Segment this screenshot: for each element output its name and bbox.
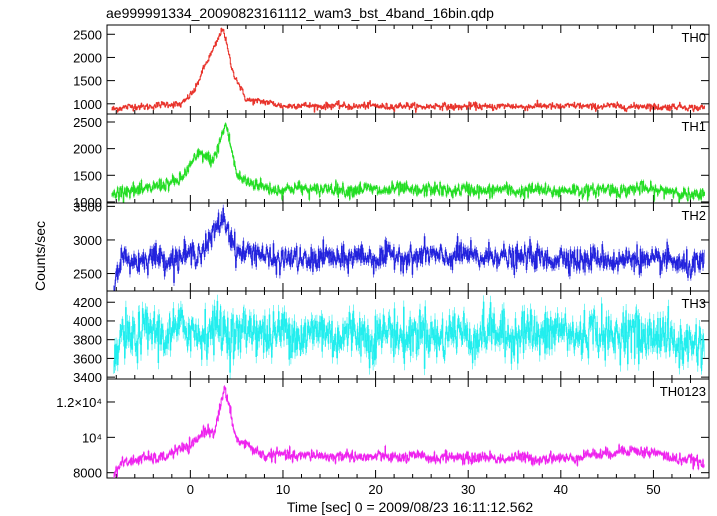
- y-tick-label: 2000: [73, 142, 102, 157]
- x-tick-label: 0: [187, 482, 194, 497]
- error-bars-th1: [111, 122, 705, 203]
- x-tick-label: 40: [554, 482, 568, 497]
- y-tick-label: 1500: [73, 74, 102, 89]
- panel-th0: 1000 1500 2000 2500 TH0: [73, 24, 710, 115]
- y-tick-label: 4000: [73, 314, 102, 329]
- x-tick-label: 30: [461, 482, 475, 497]
- series-line-th2: [113, 207, 705, 291]
- x-tick-label: 10: [276, 482, 290, 497]
- panel-frame: [106, 378, 710, 479]
- y-tick-label: 2500: [73, 27, 102, 42]
- series-line-th1: [111, 123, 705, 203]
- y-tick-label: 1000: [73, 195, 102, 210]
- panel-frame: [106, 202, 710, 292]
- chart-title: ae999991334_20090823161112_wam3_bst_4ban…: [106, 5, 494, 21]
- y-tick-label: 4200: [73, 295, 102, 310]
- series-line-th3: [113, 300, 705, 373]
- y-tick-label: 1.2×10⁴: [56, 395, 102, 410]
- x-axis-label: Time [sec] 0 = 2009/08/23 16:11:12.562: [287, 499, 534, 515]
- y-tick-label: 3600: [73, 351, 102, 366]
- panel-label: TH0123: [660, 384, 706, 399]
- y-tick-label: 1500: [73, 168, 102, 183]
- x-tick-label: 20: [368, 482, 382, 497]
- y-tick-label: 8000: [73, 466, 102, 481]
- x-tick-label: 50: [646, 482, 660, 497]
- panel-th2: 2500 3000 3500 TH2: [73, 199, 710, 292]
- y-tick-label: 3800: [73, 333, 102, 348]
- panel-label: TH2: [681, 208, 706, 223]
- series-line-th0: [111, 28, 705, 113]
- y-tick-label: 2500: [73, 115, 102, 130]
- y-tick-label: 3400: [73, 370, 102, 385]
- series-line-th0123: [113, 386, 705, 478]
- panel-label: TH0: [681, 30, 706, 45]
- y-axis-label: Counts/sec: [32, 221, 48, 291]
- y-tick-label: 2500: [73, 267, 102, 282]
- panels: 1000 1500 2000 2500 TH0 1000 1500 2000 2500 TH1 25…: [56, 24, 710, 497]
- y-tick-label: 1000: [73, 97, 102, 112]
- y-tick-label: 3000: [73, 233, 102, 248]
- panel-label: TH3: [681, 296, 706, 311]
- y-tick-label: 2000: [73, 50, 102, 65]
- error-bars-th0: [111, 27, 705, 114]
- panel-th1: 1000 1500 2000 2500 TH1: [73, 113, 710, 210]
- panel-th3: 3400 3600 3800 4000 4200 TH3: [73, 290, 710, 385]
- panel-frame: [106, 24, 710, 115]
- y-tick-label: 3500: [73, 199, 102, 214]
- panel-th0123: 8000 10⁴ 1.2×10⁴ 0 10 20 30 40 50 TH0123: [56, 378, 710, 497]
- panel-label: TH1: [681, 119, 706, 134]
- y-tick-label: 10⁴: [82, 430, 102, 445]
